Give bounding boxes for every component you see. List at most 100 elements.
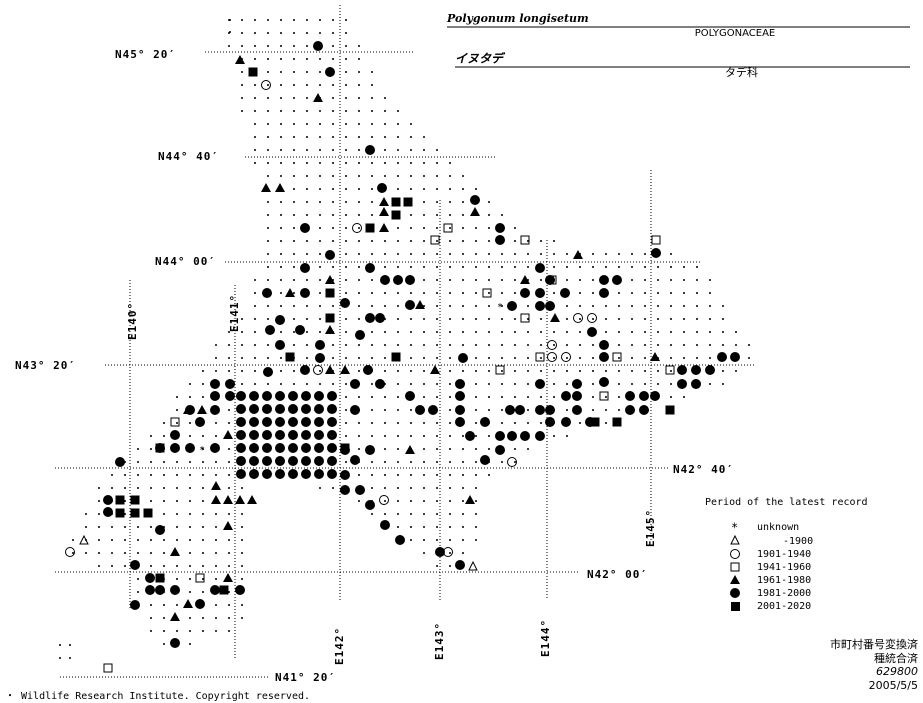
grid-dot <box>436 188 438 190</box>
grid-dot <box>137 526 139 528</box>
grid-dot <box>410 240 412 242</box>
grid-dot <box>267 97 269 99</box>
note: 2005/5/5 <box>869 679 918 692</box>
grid-dot <box>436 162 438 164</box>
grid-dot <box>553 240 555 242</box>
record-1901-1940 <box>561 352 571 362</box>
record-1901-1940 <box>261 80 271 90</box>
record-1961-1980 <box>211 481 221 490</box>
grid-dot <box>215 552 217 554</box>
grid-dot <box>319 253 321 255</box>
grid-dot <box>488 201 490 203</box>
grid-dot <box>163 513 165 515</box>
grid-dot <box>436 149 438 151</box>
record-1961-1980 <box>379 197 389 206</box>
grid-dot <box>449 448 451 450</box>
grid-dot <box>670 305 672 307</box>
grid-dot <box>137 474 139 476</box>
grid-dot <box>449 474 451 476</box>
grid-dot <box>345 396 347 398</box>
grid-dot <box>501 266 503 268</box>
grid-dot <box>228 409 230 411</box>
grid-dot <box>566 266 568 268</box>
grid-dot <box>267 279 269 281</box>
grid-dot <box>215 435 217 437</box>
record-1981-2000 <box>145 573 155 583</box>
grid-dot <box>501 422 503 424</box>
grid-dot <box>514 227 516 229</box>
grid-dot <box>280 84 282 86</box>
grid-dot <box>176 461 178 463</box>
record-2001-2020 <box>285 352 295 362</box>
grid-dot <box>293 253 295 255</box>
grid-dot <box>527 383 529 385</box>
record-2001-2020 <box>612 417 622 427</box>
grid-dot <box>566 305 568 307</box>
record-1941-1960 <box>482 288 492 298</box>
grid-dot <box>332 357 334 359</box>
grid-dot <box>319 331 321 333</box>
grid-dot <box>449 409 451 411</box>
record-1981-2000 <box>717 352 727 362</box>
record-1981-2000 <box>535 405 545 415</box>
grid-dot <box>280 201 282 203</box>
grid-dot <box>397 370 399 372</box>
grid-dot <box>306 58 308 60</box>
grid-dot <box>150 448 152 450</box>
grid-dot <box>592 318 594 320</box>
record-1981-2000 <box>249 430 259 440</box>
grid-dot <box>254 162 256 164</box>
grid-dot <box>111 539 113 541</box>
grid-dot <box>267 383 269 385</box>
grid-dot <box>306 84 308 86</box>
grid-dot <box>644 383 646 385</box>
grid-dot <box>176 487 178 489</box>
grid-dot <box>293 110 295 112</box>
grid-dot <box>371 71 373 73</box>
grid-dot <box>319 71 321 73</box>
grid-dot <box>397 383 399 385</box>
grid-dot <box>150 526 152 528</box>
grid-dot <box>280 19 282 21</box>
grid-dot <box>358 357 360 359</box>
grid-dot <box>371 357 373 359</box>
grid-dot <box>163 422 165 424</box>
grid-dot <box>332 162 334 164</box>
grid-dot <box>163 474 165 476</box>
grid-dot <box>566 344 568 346</box>
record-1901-1940 <box>379 495 389 505</box>
grid-dot <box>241 32 243 34</box>
record-1901-1940 <box>547 352 557 362</box>
grid-dot <box>202 565 204 567</box>
grid-dot <box>514 383 516 385</box>
grid-dot <box>189 513 191 515</box>
grid-dot <box>267 45 269 47</box>
grid-dot <box>358 162 360 164</box>
grid-dot <box>527 409 529 411</box>
grid-dot <box>254 110 256 112</box>
record-1981-2000 <box>599 288 609 298</box>
record-1981-2000 <box>365 263 375 273</box>
grid-dot <box>657 383 659 385</box>
grid-dot <box>358 110 360 112</box>
record-1961-1980 <box>223 573 233 582</box>
grid-dot <box>631 318 633 320</box>
record-1941-1960 <box>443 223 453 233</box>
grid-dot <box>462 266 464 268</box>
record-1981-2000 <box>395 535 405 545</box>
record-1981-2000 <box>350 379 360 389</box>
grid-dot <box>475 461 477 463</box>
grid-dot <box>176 513 178 515</box>
grid-dot <box>514 448 516 450</box>
grid-dot <box>397 448 399 450</box>
record-1981-2000 <box>691 379 701 389</box>
grid-dot <box>436 539 438 541</box>
record-1981-2000 <box>315 353 325 363</box>
record-1961-1980 <box>379 223 389 232</box>
grid-dot <box>423 448 425 450</box>
record-1981-2000 <box>288 417 298 427</box>
grid-dot <box>709 383 711 385</box>
grid-dot <box>345 201 347 203</box>
grid-dot <box>592 305 594 307</box>
grid-dot <box>358 240 360 242</box>
